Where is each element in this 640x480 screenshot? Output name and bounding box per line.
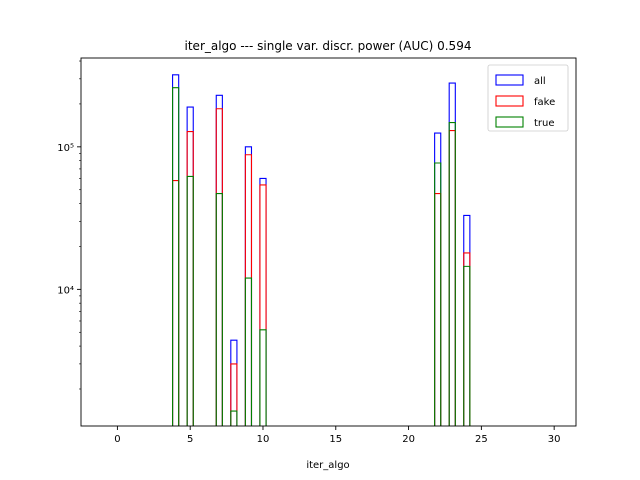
- x-tick-label-10: 10: [257, 434, 270, 445]
- x-tick-label-25: 25: [475, 434, 488, 445]
- legend-label-fake: fake: [534, 97, 555, 108]
- bar-fake-8: [230, 363, 238, 426]
- y-tick-label-100000: 10⁵: [57, 143, 74, 154]
- bar-true-23: [448, 122, 456, 426]
- x-tick-label-20: 20: [402, 434, 415, 445]
- x-tick-label-5: 5: [187, 434, 193, 445]
- bar-true-22: [434, 162, 442, 426]
- x-tick-label-0: 0: [114, 434, 120, 445]
- bar-true-24: [463, 265, 471, 426]
- bar-true-9: [244, 277, 253, 426]
- legend-label-true: true: [534, 118, 555, 129]
- bar-true-7: [215, 193, 223, 426]
- bars-group: [172, 74, 471, 426]
- bar-fake-10: [259, 184, 267, 426]
- bar-true-5: [186, 175, 194, 426]
- axes-frame: [80, 57, 577, 427]
- y-tick-label-10000: 10⁴: [57, 285, 74, 296]
- plot-area: 0 5 10 15 20 25 30 10⁴ 10⁵: [57, 57, 577, 445]
- x-tick-label-30: 30: [548, 434, 561, 445]
- chart-title: iter_algo --- single var. discr. power (…: [185, 39, 472, 53]
- legend: all fake true: [487, 64, 569, 132]
- bar-true-10: [259, 329, 267, 426]
- legend-label-all: all: [534, 76, 546, 87]
- x-tick-label-15: 15: [329, 434, 342, 445]
- legend-box: [487, 64, 569, 132]
- legend-swatch-true: [495, 116, 524, 128]
- bar-true-8: [230, 410, 238, 426]
- legend-swatch-all: [495, 74, 524, 86]
- x-axis-label: iter_algo: [306, 460, 349, 471]
- series-true: [172, 87, 471, 426]
- bar-true-4: [172, 87, 180, 426]
- legend-swatch-fake: [495, 95, 524, 107]
